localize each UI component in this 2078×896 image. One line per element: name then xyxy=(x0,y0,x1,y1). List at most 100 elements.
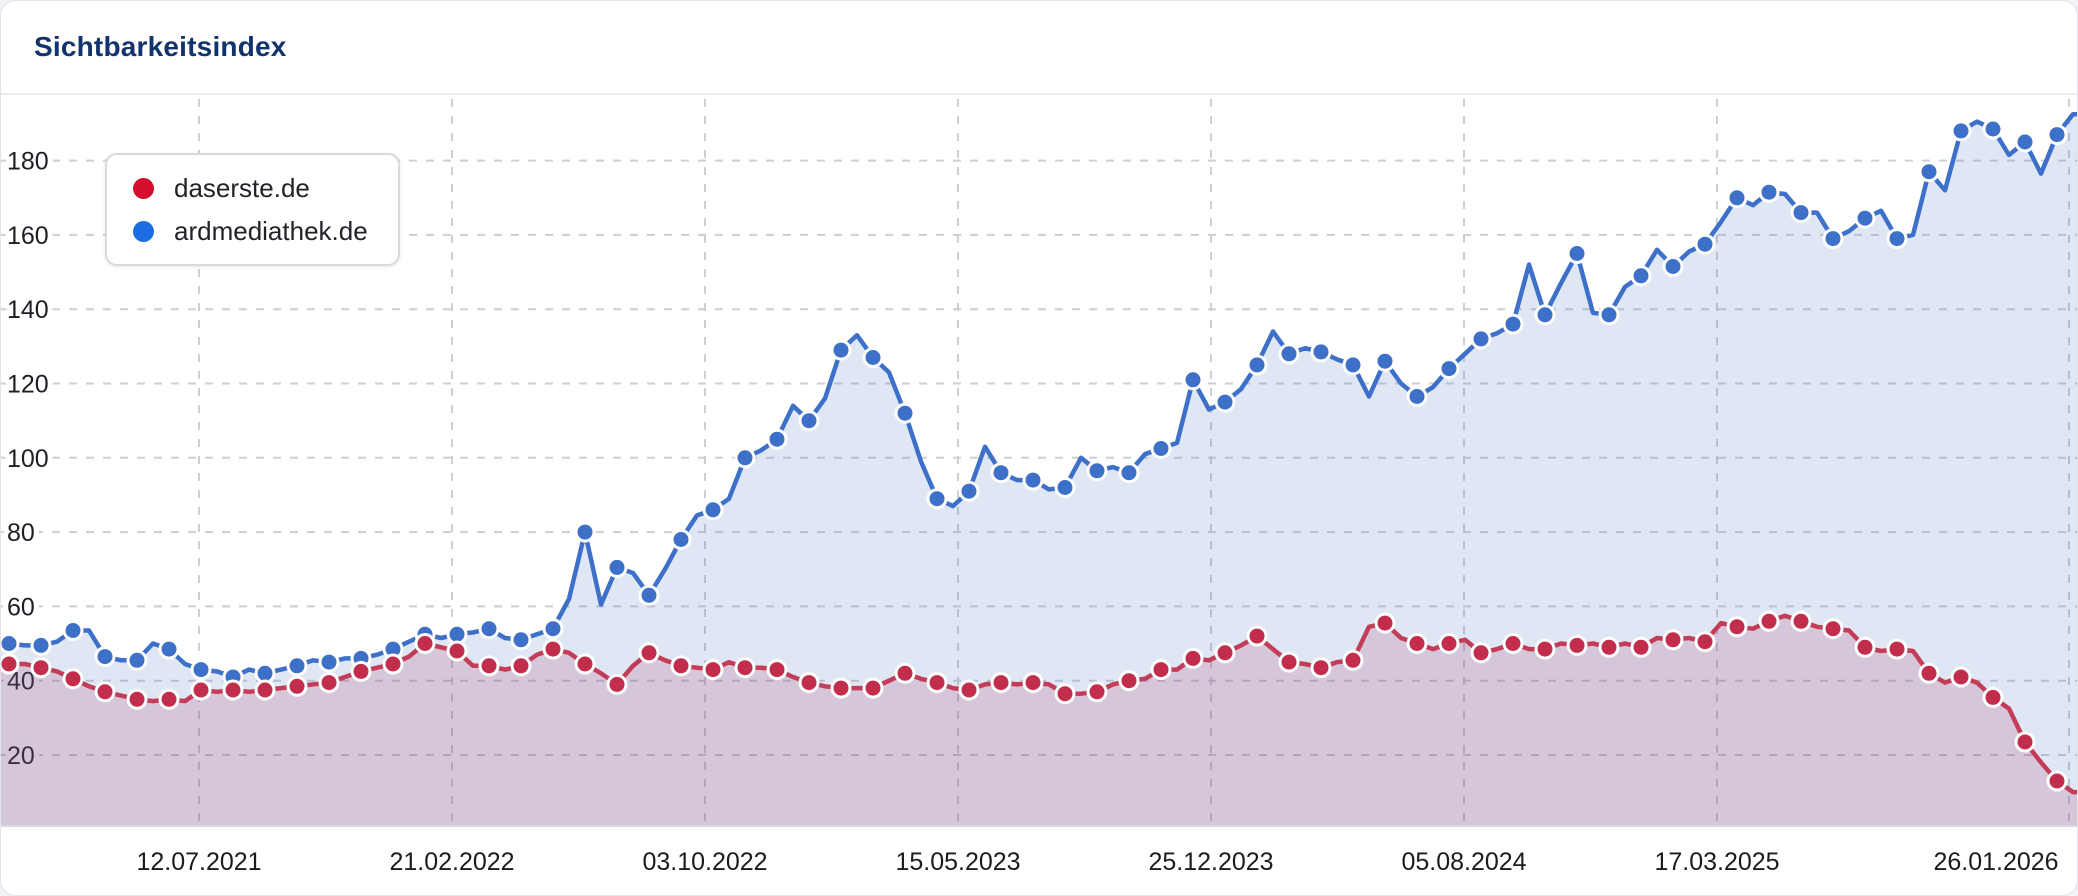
series-markers-ardmediathek.de[interactable] xyxy=(1,118,2068,688)
data-point-ardmediathek.de[interactable] xyxy=(673,532,689,547)
data-point-daserste.de[interactable] xyxy=(1953,669,1969,685)
data-point-daserste.de[interactable] xyxy=(1057,686,1073,702)
data-point-ardmediathek.de[interactable] xyxy=(129,652,145,668)
data-point-ardmediathek.de[interactable] xyxy=(705,502,721,518)
data-point-ardmediathek.de[interactable] xyxy=(1953,123,1969,139)
data-point-daserste.de[interactable] xyxy=(897,665,913,681)
data-point-ardmediathek.de[interactable] xyxy=(1793,205,1809,221)
data-point-daserste.de[interactable] xyxy=(1633,639,1649,655)
data-point-daserste.de[interactable] xyxy=(257,682,273,698)
data-point-daserste.de[interactable] xyxy=(1185,650,1201,666)
data-point-ardmediathek.de[interactable] xyxy=(1569,246,1585,261)
data-point-daserste.de[interactable] xyxy=(705,662,721,678)
data-point-ardmediathek.de[interactable] xyxy=(1985,121,2001,137)
data-point-daserste.de[interactable] xyxy=(865,680,881,696)
data-point-ardmediathek.de[interactable] xyxy=(193,662,209,678)
data-point-ardmediathek.de[interactable] xyxy=(289,658,305,674)
data-point-ardmediathek.de[interactable] xyxy=(1409,389,1425,404)
data-point-daserste.de[interactable] xyxy=(1921,665,1937,681)
data-point-daserste.de[interactable] xyxy=(1089,684,1105,700)
data-point-daserste.de[interactable] xyxy=(161,691,177,707)
data-point-daserste.de[interactable] xyxy=(545,641,561,657)
data-point-ardmediathek.de[interactable] xyxy=(321,654,337,670)
data-point-daserste.de[interactable] xyxy=(449,643,465,659)
data-point-ardmediathek.de[interactable] xyxy=(481,621,497,637)
data-point-ardmediathek.de[interactable] xyxy=(1,636,17,651)
data-point-ardmediathek.de[interactable] xyxy=(545,621,561,637)
data-point-ardmediathek.de[interactable] xyxy=(1185,372,1201,388)
data-point-ardmediathek.de[interactable] xyxy=(1249,357,1265,373)
data-point-ardmediathek.de[interactable] xyxy=(1857,210,1873,226)
data-point-daserste.de[interactable] xyxy=(1217,645,1233,661)
data-point-daserste.de[interactable] xyxy=(1537,641,1553,657)
data-point-daserste.de[interactable] xyxy=(801,675,817,691)
data-point-daserste.de[interactable] xyxy=(1825,621,1841,637)
data-point-ardmediathek.de[interactable] xyxy=(897,405,913,421)
data-point-ardmediathek.de[interactable] xyxy=(97,649,113,665)
data-point-ardmediathek.de[interactable] xyxy=(737,450,753,466)
data-point-daserste.de[interactable] xyxy=(961,682,977,698)
data-point-ardmediathek.de[interactable] xyxy=(161,641,177,657)
data-point-daserste.de[interactable] xyxy=(833,680,849,696)
data-point-daserste.de[interactable] xyxy=(1025,675,1041,691)
data-point-daserste.de[interactable] xyxy=(1121,673,1137,689)
data-point-ardmediathek.de[interactable] xyxy=(1825,231,1841,247)
data-point-daserste.de[interactable] xyxy=(1985,689,2001,705)
data-point-daserste.de[interactable] xyxy=(353,663,369,679)
data-point-ardmediathek.de[interactable] xyxy=(1473,331,1489,347)
data-point-daserste.de[interactable] xyxy=(737,660,753,676)
data-point-daserste.de[interactable] xyxy=(993,675,1009,691)
data-point-ardmediathek.de[interactable] xyxy=(1153,441,1169,456)
data-point-daserste.de[interactable] xyxy=(929,675,945,691)
data-point-daserste.de[interactable] xyxy=(769,662,785,678)
data-point-daserste.de[interactable] xyxy=(129,691,145,707)
data-point-daserste.de[interactable] xyxy=(1761,613,1777,629)
data-point-daserste.de[interactable] xyxy=(1377,615,1393,631)
data-point-daserste.de[interactable] xyxy=(385,656,401,672)
data-point-ardmediathek.de[interactable] xyxy=(1313,344,1329,360)
legend-item-daserste[interactable]: daserste.de xyxy=(133,175,368,201)
data-point-ardmediathek.de[interactable] xyxy=(1697,236,1713,252)
data-point-ardmediathek.de[interactable] xyxy=(929,491,945,507)
data-point-ardmediathek.de[interactable] xyxy=(65,623,81,638)
data-point-daserste.de[interactable] xyxy=(1601,639,1617,655)
data-point-ardmediathek.de[interactable] xyxy=(577,524,593,540)
data-point-daserste.de[interactable] xyxy=(193,682,209,698)
data-point-ardmediathek.de[interactable] xyxy=(1889,231,1905,247)
data-point-daserste.de[interactable] xyxy=(1249,628,1265,644)
data-point-ardmediathek.de[interactable] xyxy=(993,465,1009,481)
data-point-ardmediathek.de[interactable] xyxy=(33,637,49,653)
data-point-daserste.de[interactable] xyxy=(1729,619,1745,635)
data-point-daserste.de[interactable] xyxy=(33,660,49,676)
data-point-ardmediathek.de[interactable] xyxy=(2049,127,2065,143)
data-point-ardmediathek.de[interactable] xyxy=(1761,184,1777,200)
data-point-daserste.de[interactable] xyxy=(1889,641,1905,657)
data-point-ardmediathek.de[interactable] xyxy=(1921,164,1937,180)
data-point-ardmediathek.de[interactable] xyxy=(1729,190,1745,206)
data-point-daserste.de[interactable] xyxy=(2017,734,2033,750)
data-point-ardmediathek.de[interactable] xyxy=(1505,316,1521,332)
data-point-daserste.de[interactable] xyxy=(1857,639,1873,655)
data-point-daserste.de[interactable] xyxy=(1569,637,1585,653)
data-point-ardmediathek.de[interactable] xyxy=(833,342,849,358)
data-point-ardmediathek.de[interactable] xyxy=(257,665,273,681)
data-point-daserste.de[interactable] xyxy=(1793,613,1809,629)
data-point-ardmediathek.de[interactable] xyxy=(449,626,465,642)
data-point-daserste.de[interactable] xyxy=(1281,654,1297,670)
data-point-ardmediathek.de[interactable] xyxy=(1025,472,1041,488)
data-point-daserste.de[interactable] xyxy=(641,645,657,661)
data-point-ardmediathek.de[interactable] xyxy=(865,350,881,365)
data-point-ardmediathek.de[interactable] xyxy=(1089,463,1105,479)
data-point-daserste.de[interactable] xyxy=(289,678,305,694)
data-point-daserste.de[interactable] xyxy=(225,682,241,698)
series-markers-daserste.de[interactable] xyxy=(1,610,2068,792)
data-point-ardmediathek.de[interactable] xyxy=(1217,394,1233,410)
data-point-daserste.de[interactable] xyxy=(321,675,337,691)
data-point-daserste.de[interactable] xyxy=(1441,636,1457,651)
data-point-daserste.de[interactable] xyxy=(1505,636,1521,651)
data-point-daserste.de[interactable] xyxy=(1313,660,1329,676)
data-point-ardmediathek.de[interactable] xyxy=(769,431,785,447)
data-point-daserste.de[interactable] xyxy=(577,656,593,672)
data-point-daserste.de[interactable] xyxy=(1,656,17,672)
